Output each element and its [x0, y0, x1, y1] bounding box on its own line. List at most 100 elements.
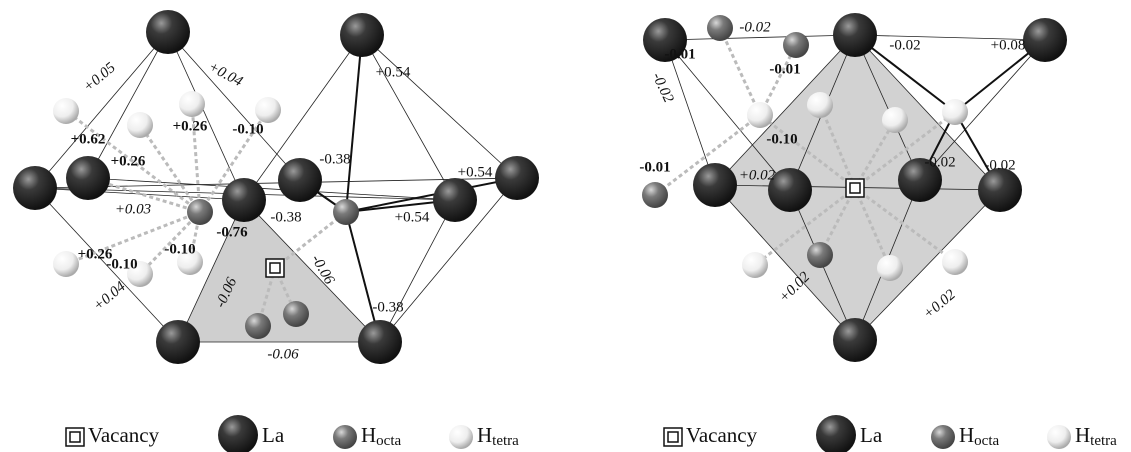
la-atom: [358, 320, 402, 364]
charge-label: -0.10: [232, 121, 263, 137]
legend-text: H: [1075, 423, 1090, 447]
legend-vacancy-icon: [66, 428, 84, 446]
h-tetra-atom: [942, 99, 968, 125]
legend-label: Vacancy: [88, 423, 160, 447]
legend-subscript: octa: [974, 433, 999, 449]
la-atom: [433, 178, 477, 222]
h-tetra-atom: [882, 107, 908, 133]
h-octa-atom: [707, 15, 733, 41]
charge-label: +0.08: [991, 37, 1026, 53]
legend-text: Vacancy: [686, 423, 758, 447]
h-bond: [720, 28, 760, 115]
la-atom: [278, 158, 322, 202]
legend-tetra-icon: [449, 425, 473, 449]
legend-subscript: tetra: [1090, 433, 1117, 449]
charge-label: -0.10: [164, 241, 195, 257]
legend-label: Hocta: [959, 423, 999, 450]
charge-label: +0.26: [111, 153, 146, 169]
h-tetra-atom: [53, 251, 79, 277]
bond: [665, 35, 855, 40]
h-tetra-atom: [877, 255, 903, 281]
la-atom: [146, 10, 190, 54]
charge-label: -0.02: [739, 19, 771, 35]
charge-label: +0.02: [921, 286, 960, 322]
h-tetra-atom: [127, 112, 153, 138]
charge-label: -0.02: [984, 157, 1015, 173]
la-atom: [156, 320, 200, 364]
h-octa-atom: [187, 199, 213, 225]
charge-label: -0.02: [649, 70, 677, 106]
charge-label: -0.01: [769, 61, 800, 77]
legend-label: Htetra: [1075, 423, 1117, 450]
legend-subscript: octa: [376, 433, 401, 449]
vacancy: [846, 179, 864, 197]
charge-label: +0.04: [91, 278, 130, 314]
legend-text: Vacancy: [88, 423, 160, 447]
charge-label: -0.02: [924, 154, 955, 170]
charge-label: +0.02: [739, 167, 776, 183]
la-atom: [13, 166, 57, 210]
charge-label: +0.26: [173, 118, 208, 134]
charge-label: -0.38: [372, 299, 403, 315]
h-octa-atom: [642, 182, 668, 208]
figure: +0.05 +0.04 +0.62 +0.26 +0.26 -0.10 +0.54 -0.38…: [0, 0, 1131, 452]
legend-tetra-icon: [1047, 425, 1071, 449]
h-tetra-atom: [179, 91, 205, 117]
h-octa-atom: [245, 313, 271, 339]
charge-label: +0.54: [376, 64, 411, 80]
la-atom: [66, 156, 110, 200]
charge-label: +0.05: [81, 59, 120, 95]
legend-label: La: [262, 423, 285, 447]
charge-label: -0.38: [319, 151, 350, 167]
legend-la-icon: [816, 415, 856, 452]
bond: [362, 35, 517, 178]
legend-text: H: [361, 423, 376, 447]
charge-label: -0.38: [270, 209, 301, 225]
charge-label: -0.76: [216, 224, 248, 240]
bond: [88, 178, 455, 200]
legend-la-icon: [218, 415, 258, 452]
bond: [362, 35, 455, 200]
vacancy: [266, 259, 284, 277]
h-tetra-atom: [53, 98, 79, 124]
legend-label: La: [860, 423, 883, 447]
legend-vacancy-icon: [664, 428, 682, 446]
legend-text: La: [262, 423, 285, 447]
charge-label: +0.03: [115, 201, 151, 217]
charge-label: -0.01: [664, 46, 695, 62]
charge-label: -0.02: [889, 37, 920, 53]
charge-label: -0.10: [766, 131, 797, 147]
h-tetra-atom: [255, 97, 281, 123]
bond: [168, 32, 244, 200]
legend-text: H: [477, 423, 492, 447]
h-tetra-atom: [807, 92, 833, 118]
legend-label: Vacancy: [686, 423, 758, 447]
h-tetra-atom: [742, 252, 768, 278]
charge-label: -0.10: [106, 256, 137, 272]
legend-subscript: tetra: [492, 433, 519, 449]
legend-text: La: [860, 423, 883, 447]
charge-label: -0.06: [267, 346, 299, 362]
la-atom: [693, 163, 737, 207]
bond: [346, 35, 362, 212]
charge-label: -0.01: [639, 159, 670, 175]
charge-label: +0.62: [71, 131, 106, 147]
h-octa-atom: [333, 199, 359, 225]
legend-label: Htetra: [477, 423, 519, 450]
la-atom: [495, 156, 539, 200]
legend-label: Hocta: [361, 423, 401, 450]
charge-label: +0.54: [458, 164, 493, 180]
legend-text: H: [959, 423, 974, 447]
charge-label: +0.54: [395, 209, 430, 225]
la-atom: [340, 13, 384, 57]
la-atom: [833, 318, 877, 362]
legend-octa-icon: [931, 425, 955, 449]
h-octa-atom: [807, 242, 833, 268]
h-tetra-atom: [942, 249, 968, 275]
h-bond: [140, 125, 200, 212]
la-atom: [1023, 18, 1067, 62]
legend-octa-icon: [333, 425, 357, 449]
la-atom: [222, 178, 266, 222]
la-atom: [833, 13, 877, 57]
la-atom: [978, 168, 1022, 212]
